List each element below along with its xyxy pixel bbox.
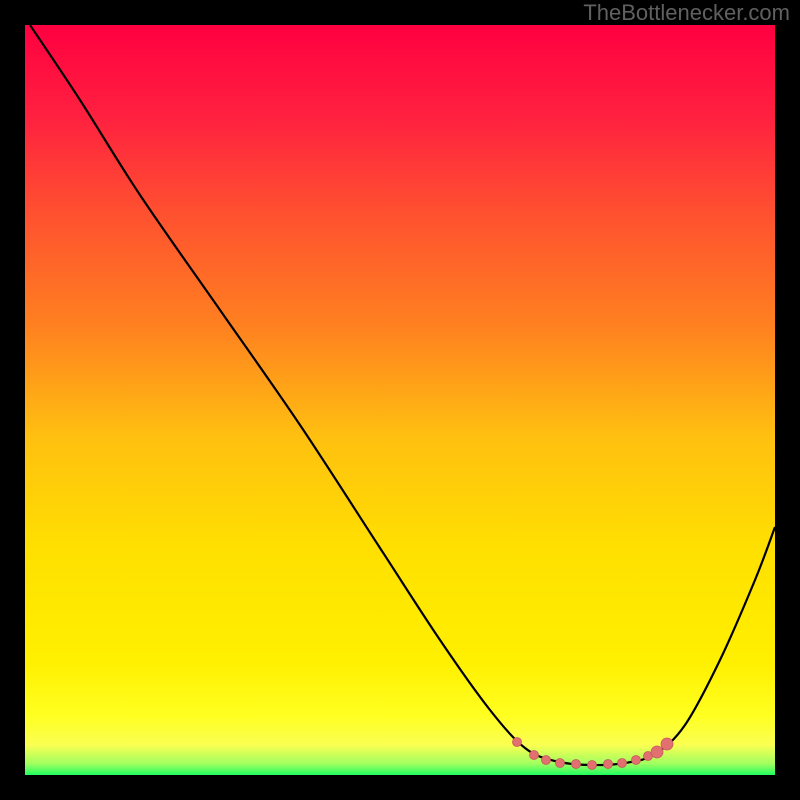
marker-point	[572, 760, 581, 769]
marker-point	[588, 761, 597, 770]
bottleneck-chart	[0, 0, 800, 800]
plot-background-gradient	[25, 25, 775, 775]
watermark-text: TheBottlenecker.com	[583, 0, 790, 26]
chart-container: TheBottlenecker.com	[0, 0, 800, 800]
marker-point	[556, 759, 565, 768]
marker-point	[661, 738, 673, 750]
marker-point	[632, 756, 641, 765]
marker-point	[530, 751, 539, 760]
marker-point	[513, 738, 522, 747]
marker-point	[651, 746, 663, 758]
marker-point	[618, 759, 627, 768]
marker-point	[542, 756, 551, 765]
marker-point	[604, 760, 613, 769]
